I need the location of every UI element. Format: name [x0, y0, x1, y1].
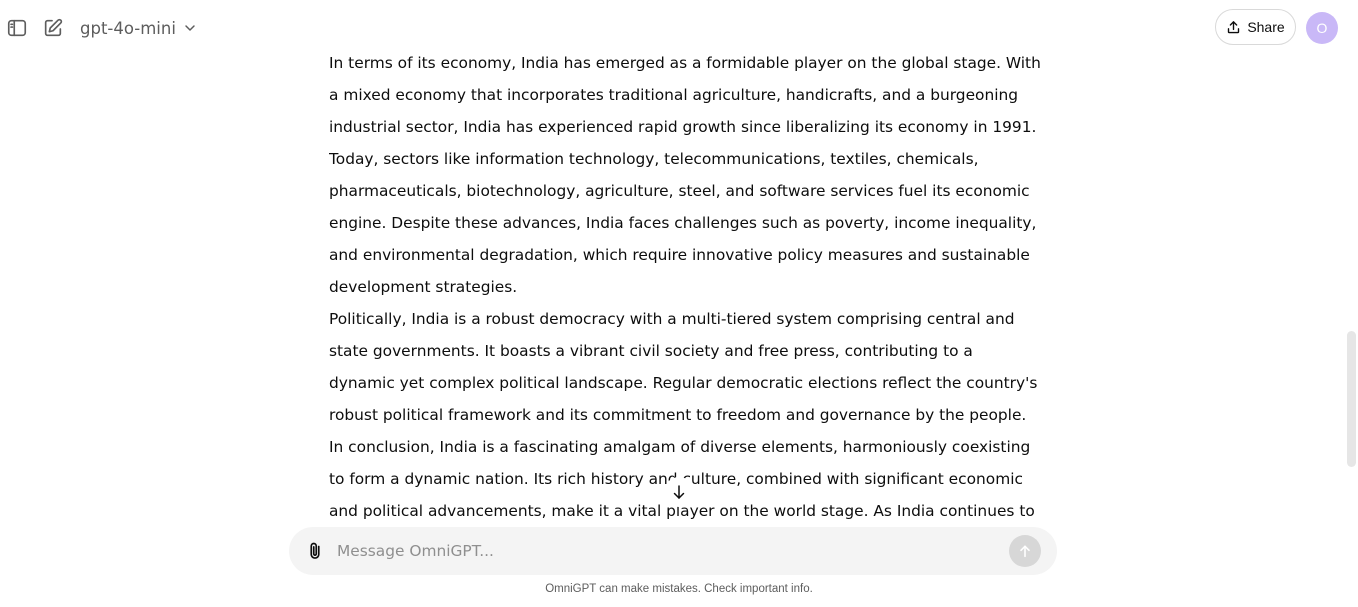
send-button[interactable]: [1009, 535, 1041, 567]
message-paragraph: In terms of its economy, India has emerg…: [329, 54, 1041, 296]
arrow-down-icon: [673, 485, 685, 499]
arrow-up-icon: [1020, 545, 1030, 558]
new-chat-icon: [44, 18, 63, 37]
assistant-message: In terms of its economy, India has emerg…: [329, 47, 1041, 527]
sidebar-toggle-icon: [7, 19, 27, 37]
share-label: Share: [1247, 19, 1285, 35]
top-bar: gpt-4o-mini Share O: [0, 0, 1358, 56]
share-upload-icon: [1228, 20, 1240, 33]
disclaimer: OmniGPT can make mistakes. Check importa…: [545, 583, 813, 595]
message-composer: [289, 527, 1057, 575]
sidebar-toggle-button[interactable]: [3, 14, 31, 42]
share-button[interactable]: Share: [1215, 9, 1296, 45]
model-name: gpt-4o-mini: [80, 18, 176, 38]
scrollbar-thumb[interactable]: [1347, 331, 1356, 467]
new-chat-button[interactable]: [39, 14, 67, 42]
message-paragraph: Politically, India is a robust democracy…: [329, 310, 1038, 424]
attach-button[interactable]: [303, 539, 327, 563]
avatar[interactable]: O: [1306, 12, 1338, 44]
scroll-to-bottom-button[interactable]: [664, 477, 694, 507]
chevron-down-icon: [185, 25, 195, 31]
paperclip-icon: [310, 542, 320, 559]
model-selector[interactable]: gpt-4o-mini: [80, 14, 198, 42]
message-input[interactable]: [337, 537, 997, 565]
